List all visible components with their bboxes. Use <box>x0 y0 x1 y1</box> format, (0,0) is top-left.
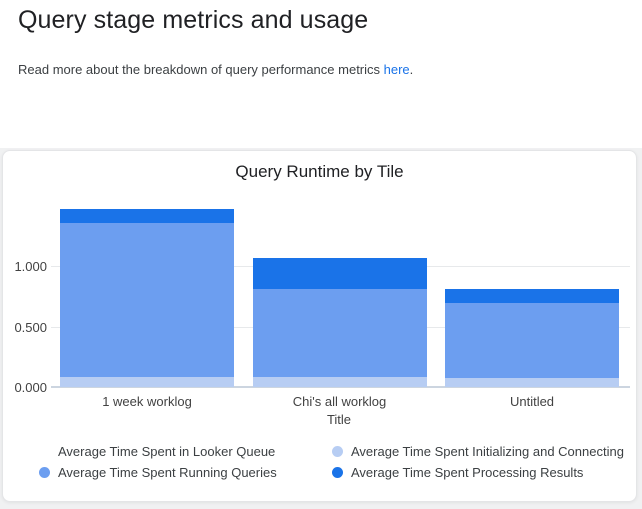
legend-dot-icon <box>332 446 343 457</box>
bar-segment[interactable] <box>60 376 234 387</box>
bar-segment[interactable] <box>445 303 619 378</box>
legend-dot-icon <box>39 446 50 457</box>
legend-label: Average Time Spent Processing Results <box>351 465 584 480</box>
x-tick-label: Chi's all worklog <box>292 394 387 409</box>
bar-group <box>445 288 619 387</box>
legend-label: Average Time Spent Running Queries <box>58 465 277 480</box>
dashboard-section: Query Runtime by Tile 0.000 0.500 1.000 1 … <box>0 148 642 509</box>
bar-segment[interactable] <box>445 377 619 387</box>
y-tick-label: 0.500 <box>14 319 47 335</box>
page-title: Query stage metrics and usage <box>18 6 369 34</box>
bar-segment[interactable] <box>252 258 427 289</box>
page-header: Query stage metrics and usage Read more … <box>18 0 632 77</box>
plot-area <box>51 201 630 388</box>
legend-column: Average Time Spent in Looker Queue Averag… <box>39 444 277 480</box>
x-axis-title: Title <box>326 412 352 427</box>
page-subtitle: Read more about the breakdown of query p… <box>18 35 632 77</box>
legend-item[interactable]: Average Time Spent Processing Results <box>332 465 624 480</box>
y-axis: 0.000 0.500 1.000 <box>3 201 47 395</box>
legend-item[interactable]: Average Time Spent in Looker Queue <box>39 444 277 459</box>
bar-segment[interactable] <box>252 376 427 387</box>
chart-legend: Average Time Spent in Looker Queue Averag… <box>3 444 636 490</box>
legend-item[interactable]: Average Time Spent Initializing and Conn… <box>332 444 624 459</box>
legend-label: Average Time Spent Initializing and Conn… <box>351 444 624 459</box>
bar-group <box>252 258 427 387</box>
legend-dot-icon <box>39 467 50 478</box>
bar-group <box>60 209 234 387</box>
x-tick-label: Untitled <box>509 394 555 409</box>
subtitle-period: . <box>409 62 414 77</box>
here-link[interactable]: here <box>383 62 410 77</box>
bar-segment[interactable] <box>252 289 427 377</box>
chart-title: Query Runtime by Tile <box>235 162 404 181</box>
legend-dot-icon <box>332 467 343 478</box>
chart-tile-card: Query Runtime by Tile 0.000 0.500 1.000 1 … <box>2 150 637 502</box>
bar-segment[interactable] <box>60 223 234 377</box>
x-tick-label: 1 week worklog <box>102 394 192 409</box>
legend-column: Average Time Spent Initializing and Conn… <box>332 444 624 480</box>
y-tick-label: 0.000 <box>14 380 47 395</box>
subtitle-text: Read more about the breakdown of query p… <box>18 62 384 77</box>
legend-label: Average Time Spent in Looker Queue <box>58 444 276 459</box>
bar-segment[interactable] <box>445 288 619 304</box>
y-tick-label: 1.000 <box>14 259 47 274</box>
x-axis-baseline <box>51 386 630 388</box>
bar-segment[interactable] <box>60 209 234 224</box>
x-axis-labels: 1 week worklog Chi's all worklog Untitled <box>51 394 630 410</box>
legend-item[interactable]: Average Time Spent Running Queries <box>39 465 277 480</box>
